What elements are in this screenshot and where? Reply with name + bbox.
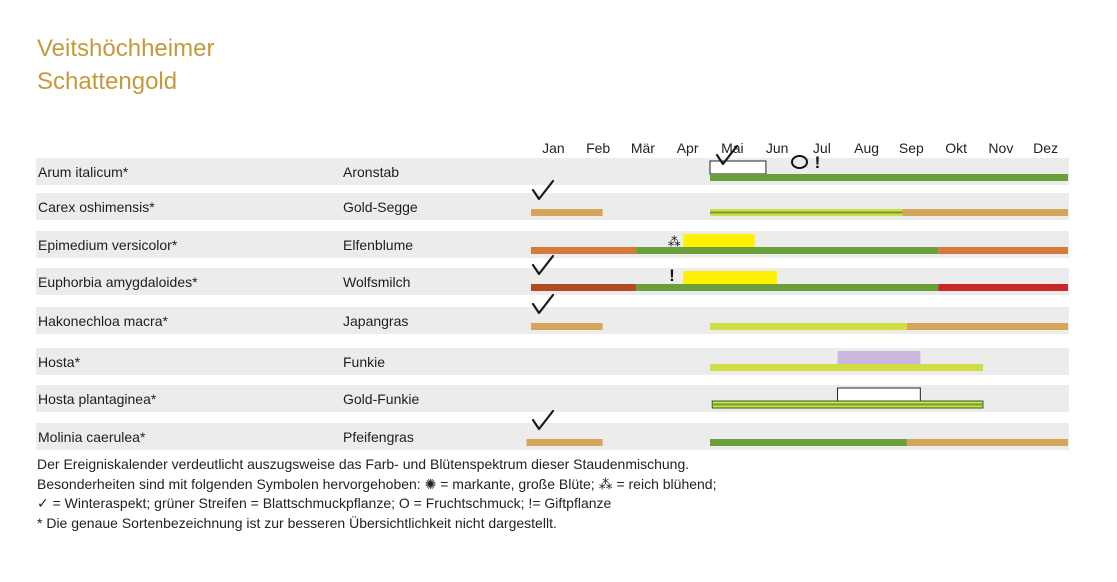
- month-label: Aug: [854, 140, 879, 156]
- month-label: Apr: [677, 140, 699, 156]
- title-line-2: Schattengold: [37, 68, 178, 95]
- bloom-bar: [709, 160, 767, 175]
- foliage-bar: [906, 323, 1068, 330]
- winter-aspect-check-icon: [531, 293, 555, 315]
- month-label: Jan: [542, 140, 565, 156]
- note-line-1: Der Ereigniskalender verdeutlicht auszug…: [37, 456, 690, 472]
- foliage-bar: [710, 323, 907, 330]
- foliage-bar: [531, 247, 637, 254]
- bloom-bar: [683, 234, 755, 247]
- plant-latin-name: Hakonechloa macra*: [38, 313, 169, 329]
- month-label: Feb: [586, 140, 610, 156]
- plant-latin-name: Epimedium versicolor*: [38, 237, 178, 253]
- note-line-4: * Die genaue Sortenbezeichnung ist zur b…: [37, 514, 557, 531]
- bloom-bar: [683, 271, 778, 284]
- bloom-calendar-chart: Jan Feb Mär Apr Mai Jun Jul Aug Sep Okt Nov Dez Arum…: [36, 140, 1069, 450]
- foliage-bar: [938, 247, 1068, 254]
- foliage-bar: [531, 323, 603, 330]
- foliage-bar: [531, 284, 637, 291]
- rich-bloom-icon: ⁂: [668, 235, 681, 250]
- foliage-bar: [710, 439, 907, 446]
- plant-latin-name: Euphorbia amygdaloides*: [38, 274, 198, 290]
- plant-common-name: Pfeifengras: [343, 429, 414, 445]
- chart-title: Veitshöchheimer Schattengold: [37, 32, 214, 98]
- month-label: Jul: [813, 140, 831, 156]
- poison-icon: !: [815, 153, 821, 172]
- plant-latin-name: Molinia caerulea*: [38, 429, 146, 445]
- foliage-bar: [526, 439, 603, 446]
- foliage-bar: [710, 364, 983, 371]
- leaf-stripe: [712, 403, 983, 406]
- plant-common-name: Elfenblume: [343, 237, 413, 253]
- foliage-bar: [636, 284, 939, 291]
- foliage-bar: [906, 439, 1068, 446]
- plant-common-name: Funkie: [343, 354, 385, 370]
- plant-latin-name: Carex oshimensis*: [38, 199, 155, 215]
- title-line-1: Veitshöchheimer: [37, 35, 215, 62]
- winter-aspect-check-icon: [531, 409, 555, 431]
- leaf-stripe: [710, 211, 903, 214]
- plant-common-name: Japangras: [343, 313, 408, 329]
- month-label: Jun: [766, 140, 789, 156]
- note-line-3: ✓ = Winteraspekt; grüner Streifen = Blat…: [37, 495, 612, 511]
- month-label: Okt: [945, 140, 967, 156]
- month-label: Nov: [988, 140, 1013, 156]
- note-line-2: Besonderheiten sind mit folgenden Symbol…: [37, 475, 717, 492]
- month-label: Mai: [721, 140, 744, 156]
- plant-common-name: Wolfsmilch: [343, 274, 410, 290]
- foliage-bar: [531, 209, 603, 216]
- foliage-bar: [902, 209, 1068, 216]
- poison-icon: !: [669, 266, 675, 285]
- legend-notes: Der Ereigniskalender verdeutlicht auszug…: [37, 455, 716, 533]
- fruit-decoration-icon: [791, 155, 808, 169]
- plant-latin-name: Hosta*: [38, 354, 81, 370]
- month-label: Sep: [899, 140, 924, 156]
- check-icon: [715, 144, 739, 166]
- foliage-bar: [636, 247, 939, 254]
- plant-latin-name: Hosta plantaginea*: [38, 391, 157, 407]
- month-label: Dez: [1033, 140, 1058, 156]
- foliage-bar: [710, 174, 1068, 181]
- bloom-bar: [837, 351, 921, 364]
- plant-common-name: Aronstab: [343, 164, 399, 180]
- foliage-bar: [938, 284, 1068, 291]
- plant-latin-name: Arum italicum*: [38, 164, 129, 180]
- plant-common-name: Gold-Segge: [343, 199, 418, 215]
- plant-common-name: Gold-Funkie: [343, 391, 419, 407]
- bloom-bar: [837, 387, 921, 402]
- winter-aspect-check-icon: [531, 254, 555, 276]
- month-label: Mär: [631, 140, 655, 156]
- winter-aspect-check-icon: [531, 179, 555, 201]
